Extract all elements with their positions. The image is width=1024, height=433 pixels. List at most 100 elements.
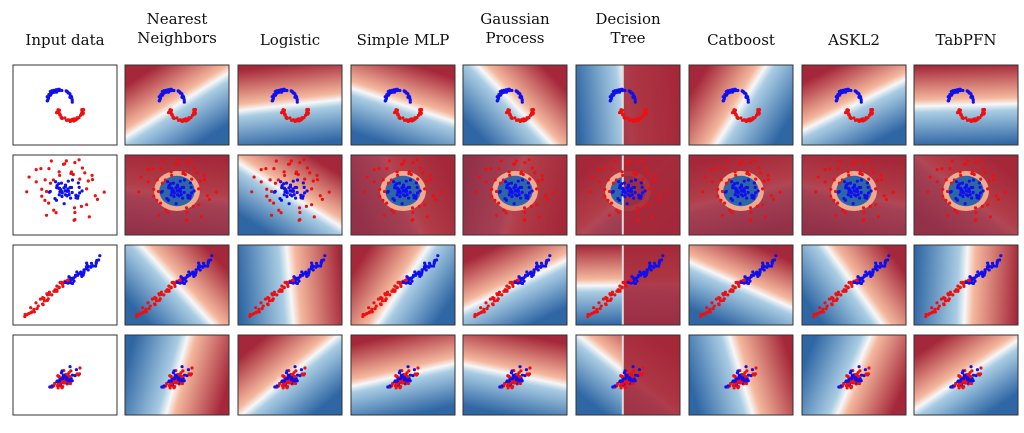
point — [770, 261, 774, 266]
point — [295, 190, 299, 195]
point — [864, 196, 869, 200]
point — [185, 160, 189, 165]
panel-content — [802, 155, 906, 235]
point — [648, 187, 652, 191]
point — [54, 198, 59, 202]
panel-content — [576, 245, 680, 325]
point — [270, 293, 275, 297]
point — [484, 180, 488, 184]
point — [956, 288, 960, 292]
point — [642, 204, 647, 208]
point — [180, 378, 184, 382]
point — [723, 93, 727, 97]
point — [852, 280, 856, 284]
point — [855, 189, 860, 193]
point — [158, 97, 162, 101]
panel-content — [238, 65, 342, 145]
point — [844, 288, 848, 292]
point — [46, 97, 50, 101]
point — [288, 193, 293, 197]
point — [497, 93, 501, 97]
point — [618, 288, 622, 292]
point — [742, 281, 746, 285]
point — [159, 190, 164, 194]
point — [511, 281, 515, 286]
point — [981, 189, 985, 193]
point — [618, 380, 622, 384]
point — [72, 206, 77, 210]
point — [711, 307, 715, 311]
point — [485, 307, 489, 311]
point — [180, 365, 184, 369]
point — [420, 269, 424, 273]
point — [649, 179, 653, 183]
point — [384, 297, 388, 301]
point — [36, 304, 40, 308]
point — [494, 213, 499, 217]
point — [273, 385, 277, 389]
point — [611, 385, 615, 389]
point — [252, 175, 256, 179]
panel — [350, 244, 456, 326]
point — [507, 379, 511, 383]
point — [962, 385, 966, 389]
point — [424, 179, 428, 183]
point — [626, 381, 630, 385]
panel-background — [689, 65, 793, 145]
point — [731, 284, 735, 288]
point — [758, 269, 762, 273]
point — [604, 295, 608, 300]
point — [959, 113, 963, 117]
point — [139, 175, 143, 179]
point — [500, 90, 504, 94]
panel-content — [125, 335, 229, 415]
point — [417, 270, 421, 274]
point — [879, 178, 884, 182]
point — [182, 190, 186, 195]
point — [887, 254, 891, 258]
point — [282, 182, 286, 186]
point — [282, 375, 286, 379]
point — [207, 197, 212, 201]
point — [535, 263, 539, 268]
point — [753, 191, 758, 195]
point — [602, 167, 606, 171]
point — [291, 281, 295, 285]
point — [288, 280, 292, 284]
panel-content — [689, 245, 793, 325]
point — [523, 160, 527, 165]
point — [192, 111, 196, 115]
point — [526, 181, 530, 185]
point — [973, 206, 978, 210]
point — [169, 170, 173, 174]
point — [739, 189, 743, 193]
point — [744, 365, 748, 369]
point — [497, 167, 501, 171]
point — [293, 381, 298, 386]
point — [388, 90, 392, 94]
point — [854, 378, 858, 382]
point — [852, 381, 856, 385]
point — [638, 196, 643, 200]
point — [843, 198, 848, 202]
panel-frame — [124, 154, 230, 236]
point — [68, 375, 72, 379]
point — [404, 281, 408, 285]
point — [182, 373, 187, 377]
point — [624, 376, 628, 381]
point — [626, 162, 630, 166]
point — [507, 182, 511, 186]
point — [843, 211, 847, 215]
point — [522, 117, 526, 121]
point — [846, 88, 850, 92]
point — [401, 280, 405, 284]
point — [383, 293, 388, 297]
point — [520, 373, 525, 377]
point — [761, 187, 765, 191]
point — [665, 190, 669, 194]
point — [832, 178, 836, 182]
point — [737, 284, 741, 288]
point — [179, 275, 183, 279]
point — [747, 172, 751, 177]
point — [722, 297, 726, 301]
